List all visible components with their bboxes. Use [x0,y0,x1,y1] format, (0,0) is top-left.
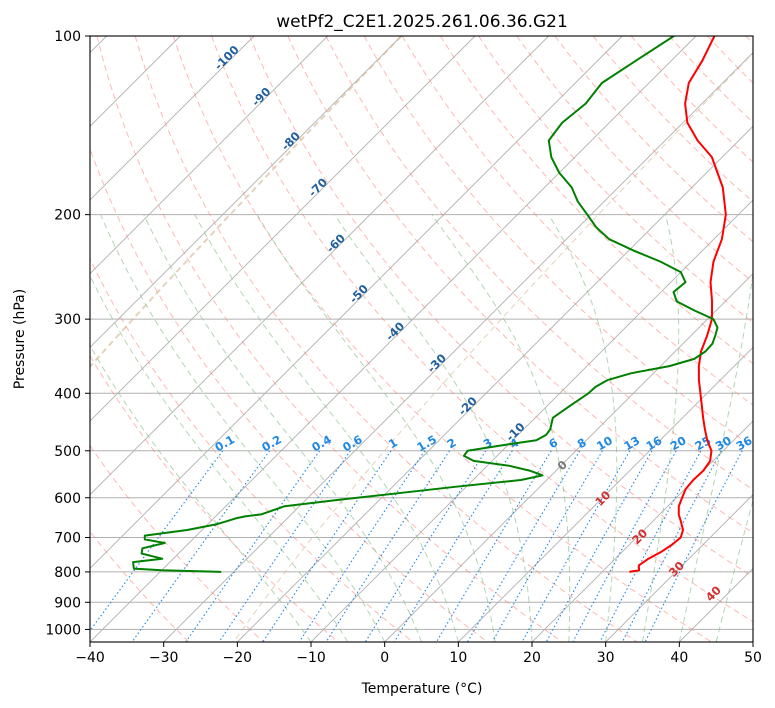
dry-adiabat-line [90,354,339,642]
dry-adiabat-line [211,36,753,623]
x-tick-label: −20 [223,650,253,666]
lcl-curve-line [233,52,753,642]
mixing-ratio-label: 30 [713,433,734,453]
moist-adiabat-line [678,269,753,642]
moist-adiabat-line [548,214,618,642]
mixing-ratio-line [621,450,722,642]
dry-adiabat-line [172,36,712,642]
isotherm-line [90,36,549,496]
dry-adiabat-line [287,36,753,534]
x-tick-label: −30 [149,650,179,666]
mixing-ratio-label: 16 [643,433,664,453]
dry-adiabat-line [134,36,638,642]
dry-adiabat-line [440,36,753,365]
mixing-ratio-line [521,450,631,642]
y-tick-label: 400 [54,386,81,402]
lcl-curve [90,36,753,642]
moist-adiabat-line [90,344,312,642]
mixing-ratio-line [545,450,653,642]
x-tick-label: 40 [670,650,688,666]
moist-adiabat-line [431,214,571,642]
y-axis-ticks: 100 200 300 400 500 600 700 800 900 1000 [45,29,90,638]
isotherm-line [605,494,753,642]
mixing-ratio-label: 13 [621,433,642,453]
x-axis-label: Temperature (°C) [361,681,483,697]
x-tick-label: −40 [75,650,105,666]
dry-adiabat-line [90,444,264,642]
isotherm-line [531,420,753,642]
dry-adiabat-line [325,36,753,491]
skewed-isotherms [90,36,753,642]
moist-adiabat-line [194,214,459,642]
moist-adiabat-line [100,214,386,642]
dry-adiabats [90,36,753,642]
mixing-ratio-line [218,450,351,642]
y-axis-label: Pressure (hPa) [12,289,28,389]
isotherm-line [90,36,623,569]
mixing-ratio-line [185,450,321,642]
isotherm-line [237,125,753,642]
plot-frame [89,35,754,643]
isotherm-line [384,273,753,642]
mixing-ratio-line [393,450,513,642]
mixing-ratio-label: 36 [734,433,755,453]
dry-adiabat-line [90,147,488,642]
mixing-ratio-label: 20 [668,433,689,453]
mixing-ratio-line [90,450,224,632]
x-tick-label: 0 [380,650,389,666]
y-tick-label: 200 [54,208,81,224]
profile-series [132,36,727,573]
dry-adiabat-line [478,36,753,324]
isotherm-line [90,36,476,422]
isotherm-line [458,346,753,642]
temperature-profile-line [629,36,727,573]
mixing-ratio-line [644,450,743,642]
mixing-ratio-label: 10 [594,433,615,453]
x-tick-label: 30 [597,650,615,666]
x-tick-label: 50 [744,650,762,666]
y-tick-label: 500 [54,444,81,460]
moist-adiabat-line [334,214,533,642]
mixing-ratio-line [572,450,677,642]
moist-adiabat-line [642,214,680,642]
x-tick-label: −10 [296,650,326,666]
dry-adiabat-line [249,36,753,578]
mixing-ratio-line [435,450,552,642]
x-tick-label: 10 [449,650,467,666]
isotherm-line [90,36,697,642]
chart-title: wetPf2_C2E1.2025.261.06.36.G21 [276,12,568,32]
mixing-ratio-line [262,450,392,642]
y-tick-label: 900 [54,595,81,611]
mixing-ratio-label: 25 [692,433,713,453]
x-tick-label: 20 [523,650,541,666]
y-tick-label: 800 [54,565,81,581]
y-tick-label: 600 [54,491,81,507]
moist-adiabat-line [143,214,422,642]
y-tick-label: 700 [54,531,81,547]
y-tick-label: 1000 [45,622,81,638]
x-axis-ticks: −40 −30 −20 −10 0 10 20 30 40 50 [75,642,762,666]
isotherm-line [163,52,753,642]
dry-adiabat-line [90,257,414,642]
y-tick-label: 100 [54,29,81,45]
dry-adiabat-line [96,36,563,642]
isotherm-line [90,36,255,201]
dewpoint-profile-line [132,36,719,573]
isotherm-line [90,36,402,348]
isotherm-line [90,36,328,275]
y-tick-label: 300 [54,312,81,328]
